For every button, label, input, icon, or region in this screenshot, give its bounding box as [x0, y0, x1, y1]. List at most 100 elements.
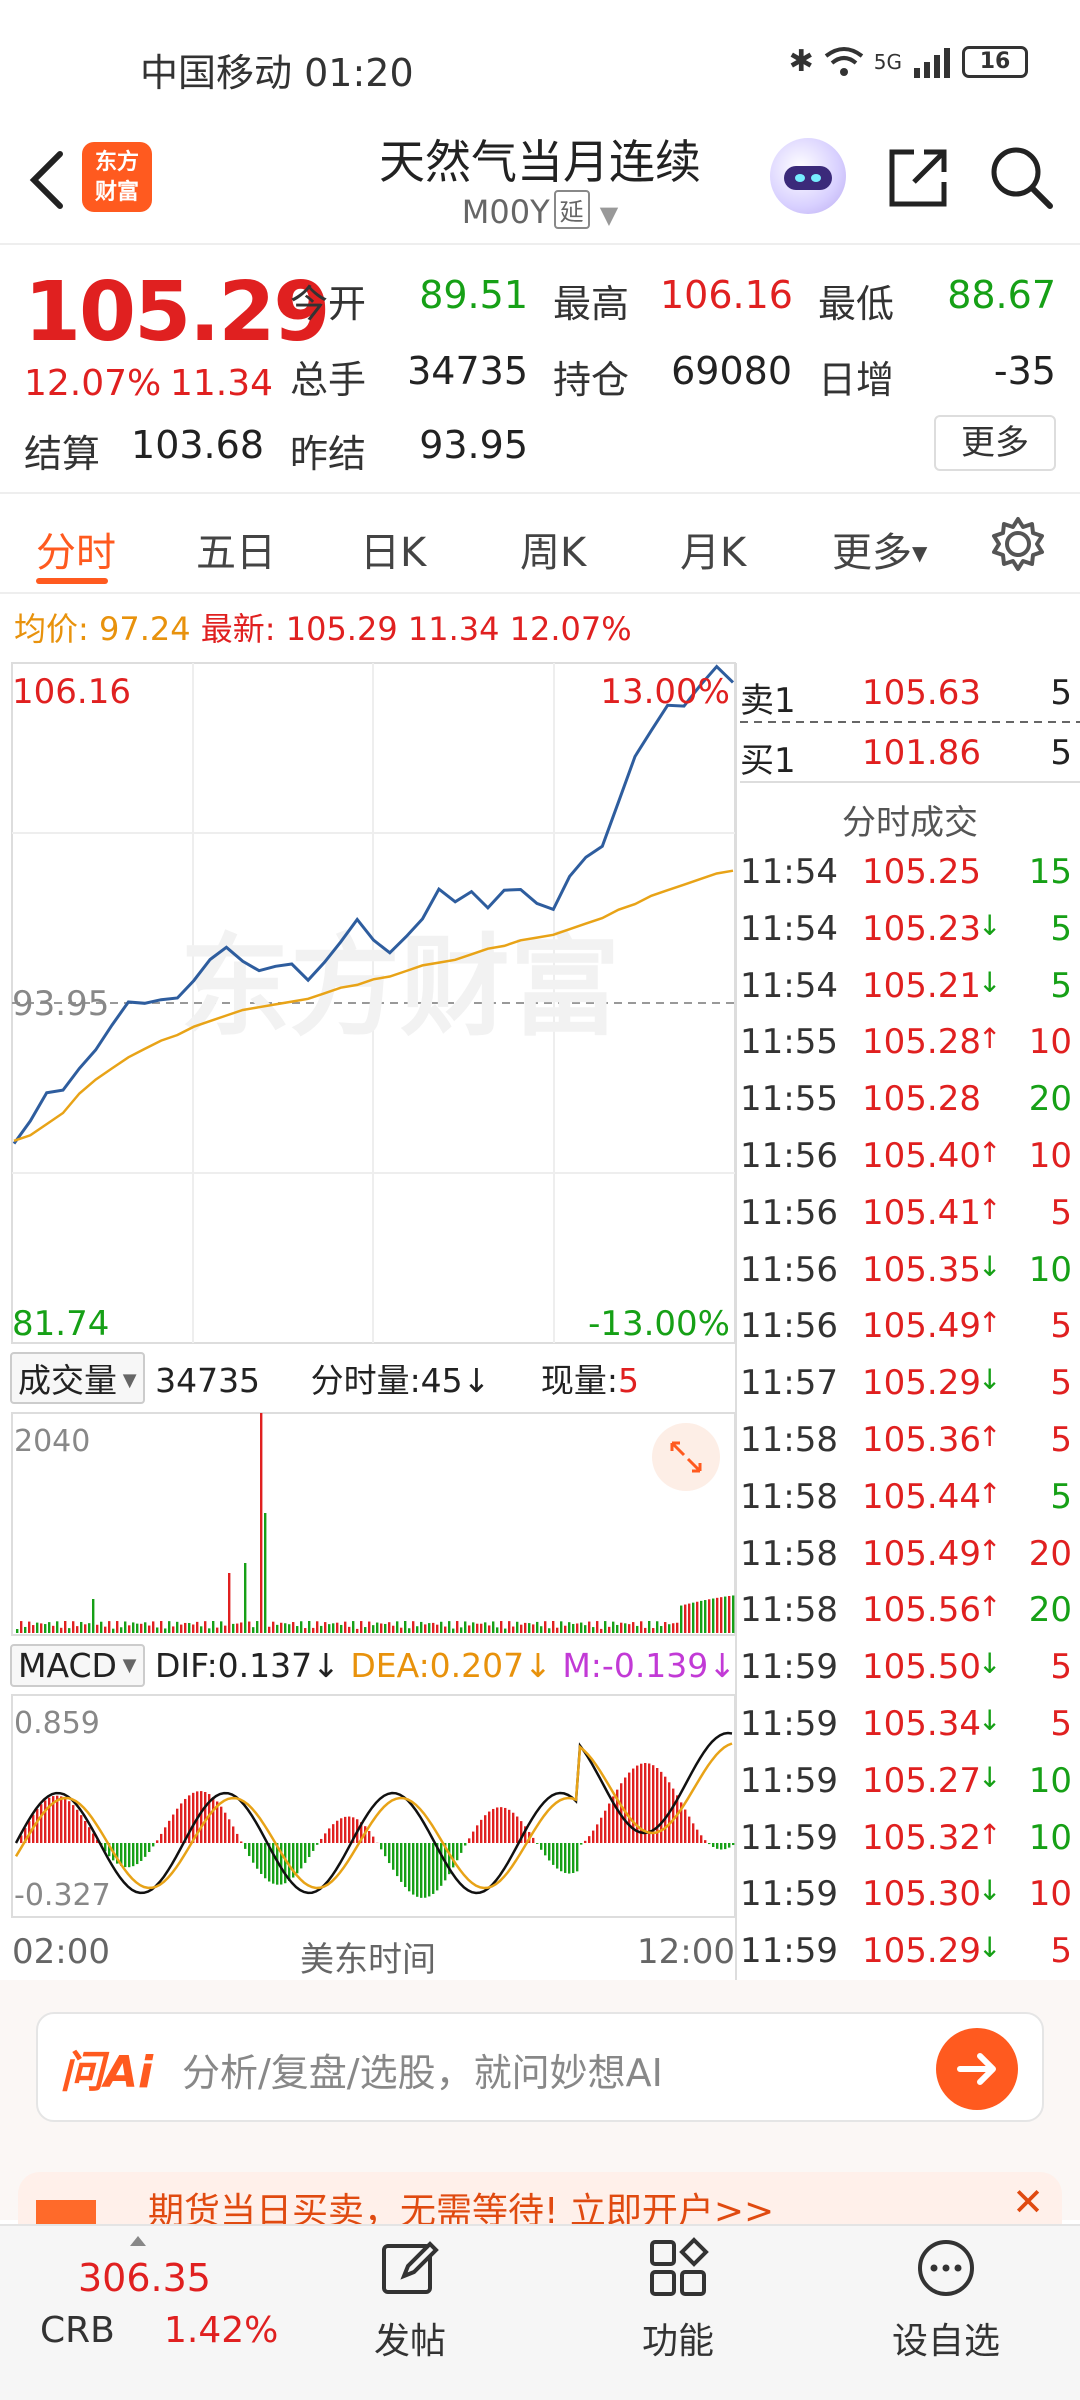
intraday-chart[interactable]: 东方财富 106.16 13.00% 93.95 81.74 -13.00% 2…: [0, 655, 1080, 1985]
tick-direction: ↑: [978, 1022, 1002, 1056]
ticks-list[interactable]: 11:54 105.25 15 11:54 105.23 ↓ 5 11:54 105.21 ↓ 5 1…: [740, 852, 1080, 1988]
tab-five-day[interactable]: 五日: [196, 530, 276, 576]
volume-bar: [204, 1621, 207, 1633]
macd-bar: [532, 1837, 535, 1843]
volume-bar: [592, 1627, 595, 1633]
promo-banner[interactable]: 期货当日买卖，无需等待! 立即开户>> ✕: [18, 2172, 1062, 2232]
volume-bar: [24, 1626, 27, 1633]
tick-qty: 5: [1050, 1476, 1072, 1517]
macd-bar: [408, 1843, 411, 1892]
tick-qty: 10: [1028, 1760, 1072, 1801]
contract-selector[interactable]: M00Y 延 ▼: [0, 190, 1080, 231]
tick-time: 11:59: [740, 1817, 838, 1858]
ai-search-bar[interactable]: 问Ai 分析/复盘/选股，就问妙想AI: [36, 2012, 1044, 2122]
volume-bar: [536, 1621, 539, 1633]
macd-m: M:-0.139↓: [562, 1646, 736, 1685]
macd-bar: [180, 1803, 183, 1843]
tab-intraday[interactable]: 分时: [36, 530, 116, 576]
low-value: 88.67: [947, 273, 1056, 317]
volume-bar: [32, 1625, 35, 1633]
volume-bar: [140, 1623, 143, 1633]
macd-bar: [140, 1843, 143, 1861]
macd-bar: [588, 1836, 591, 1843]
macd-bar: [660, 1771, 663, 1843]
macd-bar: [204, 1791, 207, 1843]
volume-bar: [500, 1621, 503, 1633]
volume-indicator-dropdown[interactable]: 成交量 ▼: [10, 1352, 145, 1404]
volume-bar: [468, 1625, 471, 1633]
macd-bar: [208, 1794, 211, 1843]
volume-bar: [192, 1624, 195, 1633]
tick-row: 11:55 105.28 20: [740, 1079, 1080, 1136]
volume-bar: [220, 1621, 223, 1633]
macd-bar: [428, 1843, 431, 1897]
search-icon[interactable]: [986, 142, 1056, 212]
macd-bar: [396, 1843, 399, 1877]
volume-bar: [152, 1621, 155, 1633]
macd-bar: [420, 1843, 423, 1898]
tick-row: 11:55 105.28 ↑ 10: [740, 1022, 1080, 1079]
y-max-label: 106.16: [12, 672, 131, 712]
tick-qty: 20: [1028, 1533, 1072, 1574]
volume-bar: [308, 1621, 311, 1633]
tick-qty: 10: [1028, 1135, 1072, 1176]
nav-functions[interactable]: 功能: [578, 2236, 778, 2364]
gear-icon[interactable]: [988, 514, 1048, 574]
macd-bar: [172, 1814, 175, 1843]
volume-bar: [200, 1626, 203, 1633]
volume-bar: [224, 1625, 227, 1633]
macd-bar: [352, 1817, 355, 1843]
tab-more[interactable]: 更多▼: [832, 530, 928, 576]
macd-bar: [40, 1804, 43, 1843]
macd-indicator-dropdown[interactable]: MACD ▼: [10, 1644, 145, 1687]
macd-bar: [472, 1831, 475, 1843]
share-icon[interactable]: [884, 142, 954, 212]
ai-robot-icon[interactable]: [770, 138, 846, 214]
macd-bar: [168, 1820, 171, 1843]
time-start: 02:00: [12, 1932, 110, 1972]
nav-post[interactable]: 发帖: [310, 2236, 510, 2364]
macd-bar: [452, 1843, 455, 1868]
volume-bar: [600, 1628, 603, 1633]
close-icon[interactable]: ✕: [1012, 2180, 1044, 2224]
macd-bar: [244, 1843, 247, 1849]
crb-ticker[interactable]: 306.35 CRB 1.42%: [0, 2226, 300, 2400]
volume-bar: [372, 1625, 375, 1633]
volume-label: 总手: [290, 358, 367, 402]
volume-bar: [232, 1623, 235, 1633]
tick-time: 11:57: [740, 1363, 838, 1404]
volume-bar: [332, 1623, 335, 1633]
tab-weekly-k[interactable]: 周K: [520, 530, 587, 576]
volume-bar: [560, 1621, 563, 1633]
tick-direction: ↑: [978, 1306, 1002, 1340]
volume-bar: [532, 1624, 535, 1633]
time-axis: 02:00 美东时间 12:00: [0, 1932, 735, 1980]
macd-bar: [144, 1843, 147, 1857]
caret-up-icon: [130, 2236, 146, 2246]
nav-add-watchlist[interactable]: 设自选: [846, 2236, 1046, 2364]
expand-button[interactable]: [652, 1423, 720, 1491]
ai-submit-button[interactable]: [936, 2028, 1018, 2110]
back-icon[interactable]: [18, 140, 78, 220]
tab-monthly-k[interactable]: 月K: [680, 530, 747, 576]
macd-bar: [312, 1843, 315, 1851]
macd-bar: [460, 1843, 463, 1853]
macd-bar: [152, 1843, 155, 1847]
ask-price: 105.63: [862, 673, 981, 713]
tab-daily-k[interactable]: 日K: [360, 530, 427, 576]
oi-label: 持仓: [553, 358, 630, 402]
volume-bar: [524, 1622, 527, 1633]
tick-price: 105.27: [862, 1760, 981, 1801]
volume-bar: [340, 1624, 343, 1633]
macd-bar: [292, 1843, 295, 1878]
volume-bar: [576, 1623, 579, 1633]
volume-bar: [364, 1627, 367, 1633]
macd-bar: [492, 1808, 495, 1843]
volume-bar: [240, 1622, 243, 1633]
tick-price: 105.34: [862, 1703, 981, 1744]
volume-bar: [404, 1621, 407, 1633]
current-volume: 5: [617, 1361, 639, 1400]
volume-bar: [484, 1622, 487, 1633]
macd-bar: [20, 1835, 23, 1843]
more-button[interactable]: 更多: [934, 415, 1056, 471]
